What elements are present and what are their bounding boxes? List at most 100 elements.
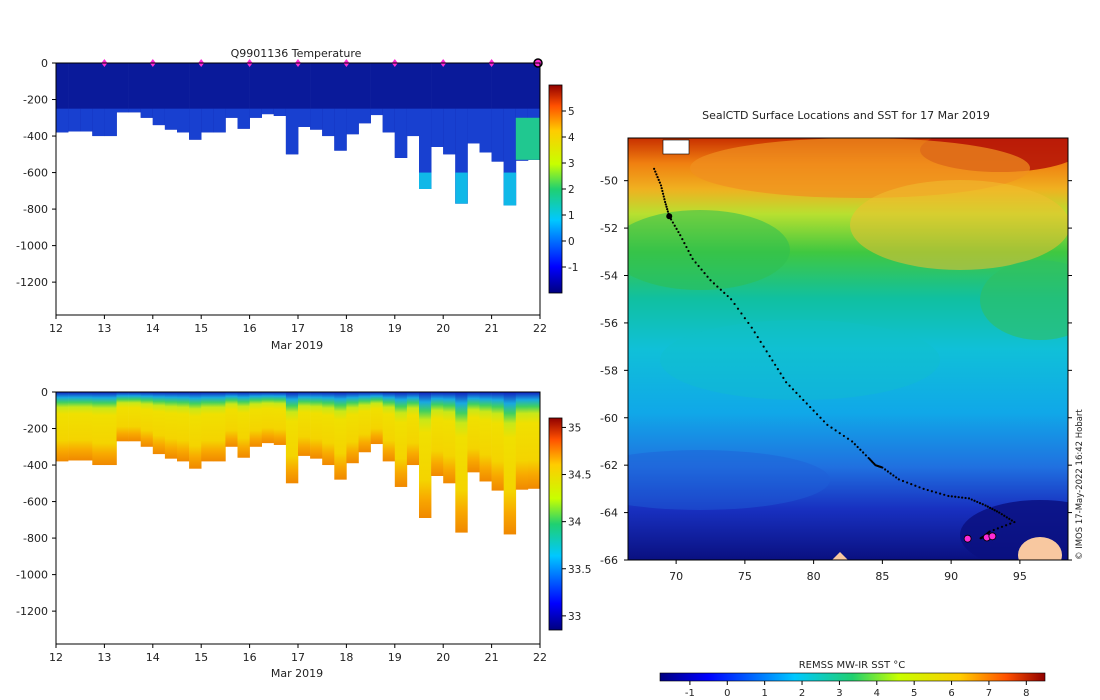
y-tick-label: -600 [23,167,48,180]
x-tick-label: 16 [243,322,257,335]
salinity-profile [431,392,444,476]
track-point [759,340,762,343]
salinity-profile [479,392,492,482]
track-point [886,470,889,473]
x-tick-label: 13 [97,322,111,335]
track-point [1008,517,1011,521]
salinity-profile [237,392,250,458]
salinity-profile [273,392,287,445]
track-point [719,288,722,291]
track-point [712,282,716,285]
track-point [802,398,805,402]
track-point [922,487,925,490]
track-point [768,355,771,358]
temperature-profile-warm [419,172,432,189]
temperature-profile [128,63,141,113]
salinity-profiles [56,392,541,535]
sst-colorbar-tick-label: 2 [799,688,805,699]
track-point [910,483,913,486]
track-point [730,298,733,301]
temperature-profile-deep [189,108,202,140]
temperature-profile-deep [358,108,371,124]
track-point [726,294,729,298]
y-tick-label: -200 [23,423,48,436]
track-point [954,495,957,498]
track-point [771,359,774,362]
salinity-profile [358,392,371,453]
map-x-tick-label: 80 [807,570,821,583]
temperature-profile-warm [503,172,517,206]
track-point [964,496,967,500]
track-point [798,395,801,398]
track-point [992,528,995,532]
track-point [892,474,895,477]
temperature-profile-deep [382,108,396,133]
x-tick-label: 12 [49,651,63,664]
track-point [943,493,946,496]
map-x-tick-label: 75 [738,570,752,583]
current-positions [963,532,997,543]
track-point [939,492,942,495]
track-point [662,195,665,198]
temperature-title: Q9901136 Temperature [231,47,362,60]
track-point [685,245,688,249]
salinity-profile [346,392,359,464]
track-point [659,184,663,187]
colorbar-tick-label: 33 [568,611,581,623]
track-point [703,272,706,275]
track-point [978,502,982,505]
temperature-profile-deep [68,108,81,132]
track-point [853,443,856,446]
track-point [957,496,960,499]
map-y-tick-label: -56 [600,317,618,330]
map-y-tick-label: -58 [600,364,618,377]
sst-colorbar-tick-label: -1 [685,688,695,699]
temperature-profile-deep [394,108,408,158]
colorbar-tick-label: 35 [568,422,581,434]
track-point [897,478,900,481]
temperature-profile-deep [152,108,166,126]
y-tick-label: -400 [23,130,48,143]
salinity-profile [92,392,105,466]
x-tick-label: 20 [436,322,450,335]
salinity-profile [189,392,202,469]
track-point [830,426,833,429]
track-point [756,336,759,339]
track-point [653,167,656,170]
temperature-profile-deep [310,108,323,130]
track-point [1005,524,1008,527]
y-tick-label: 0 [41,386,48,399]
current-position [988,532,997,541]
map-y-tick-label: -50 [600,175,618,188]
x-tick-label: 18 [339,322,353,335]
colorbar-tick-label: 33.5 [568,564,591,576]
salinity-profile [261,392,275,444]
track-point [665,205,668,208]
map-y-tick-label: -60 [600,412,618,425]
track-point [1003,514,1006,517]
track-point [926,488,929,492]
temperature-profile-deep [261,108,275,115]
y-tick-label: -800 [23,203,48,216]
temperature-profile-deep [370,108,383,116]
track-point [774,363,777,366]
track-point [733,302,736,306]
track-point [663,198,666,201]
salinity-profile [310,392,323,459]
temperature-profile-deep [419,108,432,189]
temperature-profile-deep [443,108,456,155]
track-point [673,224,676,227]
track-point [1010,519,1013,522]
y-tick-label: -200 [23,94,48,107]
track-point [995,510,999,513]
track-point [723,291,726,294]
temperature-profile [358,63,371,124]
x-tick-label: 13 [97,651,111,664]
track-point [675,227,678,230]
y-tick-label: 0 [41,57,48,70]
salinity-profile [491,392,504,491]
sst-colorbar-tick-label: 8 [1023,688,1029,699]
track-point [681,238,684,241]
colorbar-tick-label: 3 [568,158,575,170]
track-point [750,326,753,329]
